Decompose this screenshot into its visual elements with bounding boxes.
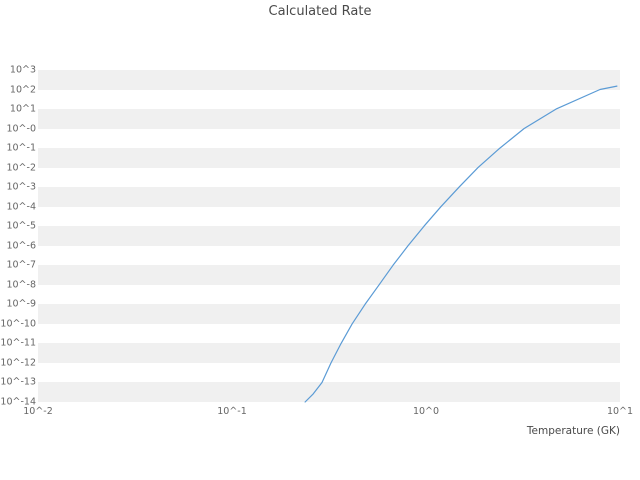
grid-band bbox=[38, 382, 620, 402]
grid-band bbox=[38, 323, 620, 344]
rate-line-chart bbox=[304, 85, 618, 403]
y-tick-label: 10^-5 bbox=[6, 220, 36, 232]
y-tick-label: 10^-7 bbox=[6, 259, 36, 271]
grid-band bbox=[38, 109, 620, 129]
y-tick-label: 10^-2 bbox=[6, 161, 36, 173]
y-tick-label: 10^-12 bbox=[0, 357, 36, 369]
grid-band bbox=[38, 206, 620, 227]
x-tick-label: 10^1 bbox=[606, 406, 634, 417]
grid-band bbox=[38, 148, 620, 168]
grid-band bbox=[38, 89, 620, 110]
x-axis-title: Temperature (GK) bbox=[526, 425, 620, 437]
chart-title: Calculated Rate bbox=[268, 4, 372, 19]
y-tick-label: 10^1 bbox=[9, 103, 36, 115]
y-tick-label: 10^-6 bbox=[6, 240, 36, 251]
grid-band bbox=[38, 265, 620, 285]
y-tick-label: 10^3 bbox=[9, 64, 36, 76]
grid-band bbox=[38, 245, 620, 266]
y-tick-label: 10^-8 bbox=[6, 279, 36, 291]
grid-band bbox=[38, 284, 620, 305]
y-tick-label: 10^2 bbox=[9, 83, 36, 95]
grid-band bbox=[38, 128, 620, 149]
y-tick-label: 10^-9 bbox=[6, 298, 36, 310]
plot-area bbox=[38, 70, 620, 403]
x-tick-label: 10^-2 bbox=[23, 406, 53, 417]
y-tick-label: 10^-1 bbox=[6, 142, 36, 154]
grid-band bbox=[38, 167, 620, 188]
grid-band bbox=[38, 304, 620, 324]
y-tick-label: 10^-13 bbox=[0, 376, 36, 388]
y-tick-label: 10^-0 bbox=[6, 122, 36, 134]
grid-band bbox=[38, 70, 620, 90]
y-tick-label: 10^-10 bbox=[0, 318, 36, 330]
grid-band bbox=[38, 187, 620, 207]
y-tick-label: 10^-14 bbox=[0, 396, 36, 408]
grid-band bbox=[38, 362, 620, 383]
grid-band bbox=[38, 226, 620, 246]
y-tick-label: 10^-11 bbox=[0, 337, 36, 349]
rate-line-series bbox=[304, 85, 618, 403]
y-tick-label: 10^-3 bbox=[6, 181, 36, 193]
x-tick-label: 10^0 bbox=[412, 406, 440, 417]
grid-band bbox=[38, 343, 620, 363]
x-tick-label: 10^-1 bbox=[217, 406, 247, 417]
y-tick-label: 10^-4 bbox=[6, 200, 36, 212]
